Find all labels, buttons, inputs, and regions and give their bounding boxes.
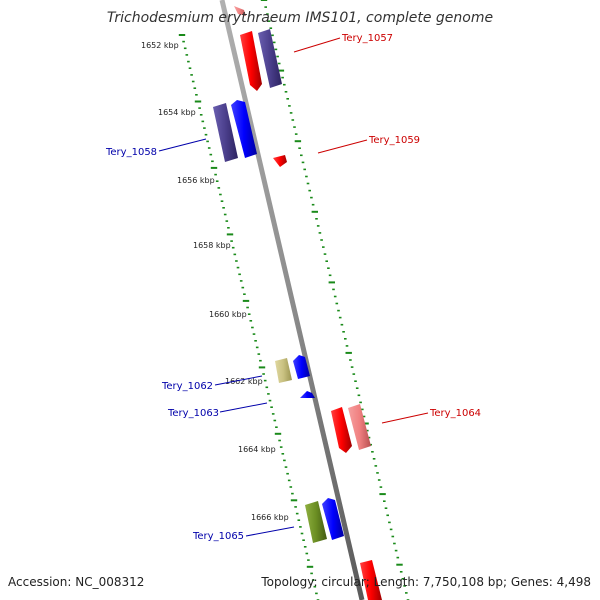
gene-glyph-partial-bottom[interactable]: [360, 560, 382, 600]
genome-backbone: [219, 0, 365, 600]
gene-glyph-tery-1065[interactable]: [322, 498, 344, 540]
tick-label-1666: 1666 kbp: [251, 513, 289, 522]
gene-glyph-tery-1063[interactable]: [300, 391, 315, 398]
connector-tery-1063: [219, 402, 268, 413]
gene-label-tery-1059[interactable]: Tery_1059: [368, 135, 420, 146]
gene-label-tery-1062[interactable]: Tery_1062: [161, 381, 213, 392]
gene-label-tery-1063[interactable]: Tery_1063: [167, 408, 219, 419]
connector-tery-1058: [158, 138, 207, 152]
topology-text: Topology: circular; Length: 7,750,108 bp…: [260, 575, 591, 589]
tick-label-1654: 1654 kbp: [158, 108, 196, 117]
connector-tery-1064: [381, 412, 429, 424]
tick-labels: 1652 kbp 1654 kbp 1656 kbp 1658 kbp 1660…: [141, 41, 289, 522]
connector-tery-1065: [245, 526, 295, 537]
tick-label-1656: 1656 kbp: [177, 176, 215, 185]
gene-glyph-tery-1058[interactable]: [231, 100, 257, 158]
connector-tery-1057: [293, 37, 341, 53]
gene-glyph-tery-1064-cog[interactable]: [348, 404, 371, 450]
gene-glyph-tery-1059[interactable]: [273, 155, 287, 167]
gene-label-lines: [158, 37, 429, 537]
gene-glyph-tery-1057-cog[interactable]: [258, 29, 282, 88]
tick-label-1664: 1664 kbp: [238, 445, 276, 454]
gene-label-tery-1057[interactable]: Tery_1057: [341, 33, 393, 44]
gene-glyph-partial-top[interactable]: [234, 6, 246, 16]
gene-glyph-tery-1062-cog[interactable]: [275, 358, 292, 383]
accession-text: Accession: NC_008312: [8, 575, 144, 589]
genome-title: Trichodesmium erythraeum IMS101, complet…: [107, 10, 493, 26]
gene-glyph-tery-1065-cog[interactable]: [305, 501, 327, 543]
gene-labels: Tery_1057 Tery_1058 Tery_1059 Tery_1062 …: [105, 33, 481, 542]
connector-tery-1059: [317, 139, 368, 154]
connector-tery-1062: [214, 375, 263, 386]
gene-label-tery-1065[interactable]: Tery_1065: [192, 531, 244, 542]
tick-label-1662: 1662 kbp: [225, 377, 263, 386]
gene-label-tery-1058[interactable]: Tery_1058: [105, 147, 157, 158]
tick-label-1658: 1658 kbp: [193, 241, 231, 250]
gene-glyphs: [213, 6, 382, 600]
gene-glyph-tery-1062[interactable]: [293, 355, 310, 379]
tick-tracks: [178, 0, 410, 600]
tick-label-1652: 1652 kbp: [141, 41, 179, 50]
gene-label-tery-1064[interactable]: Tery_1064: [429, 408, 481, 419]
tick-label-1660: 1660 kbp: [209, 310, 247, 319]
gene-glyph-tery-1058-cog[interactable]: [213, 103, 238, 162]
gene-glyph-tery-1064[interactable]: [331, 407, 352, 453]
gene-glyph-tery-1057[interactable]: [240, 31, 262, 91]
